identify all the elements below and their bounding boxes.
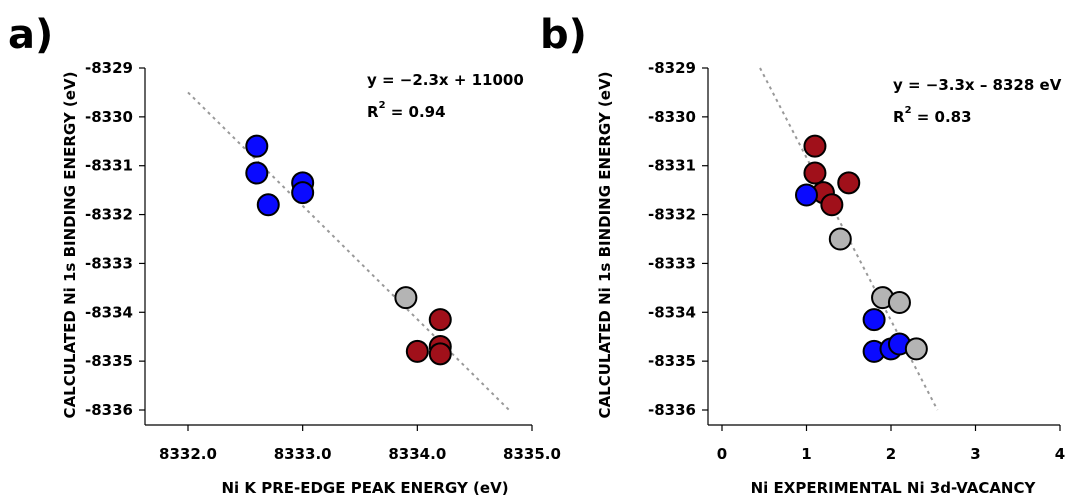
x-tick-label: 8334.0: [388, 445, 446, 463]
data-point-blue: [245, 134, 269, 158]
data-point-red: [428, 342, 452, 366]
fit-equation: y = −2.3x + 11000: [367, 71, 524, 89]
data-point-red: [837, 171, 861, 195]
y-tick-label: -8331: [648, 157, 696, 175]
data-point-blue: [795, 183, 818, 207]
x-tick-label: 8333.0: [274, 445, 332, 463]
chart-panel-b: b) -8329 -8330 -8331 -8332 -8333 -8334 -8335 -83…: [540, 12, 1065, 497]
data-point-gray: [394, 286, 418, 310]
r-squared-value: = 0.94: [386, 103, 446, 121]
y-tick-label: -8335: [648, 352, 696, 370]
data-point-red: [428, 308, 452, 332]
y-tick-label: -8332: [85, 206, 133, 224]
r-squared-symbol: R: [367, 103, 379, 121]
data-point-red: [820, 193, 844, 217]
x-tick-label: 4: [1055, 445, 1065, 463]
y-tick-label: -8329: [648, 59, 696, 77]
y-tick-label: -8329: [85, 59, 133, 77]
x-tick-label: 2: [886, 445, 896, 463]
y-tick-label: -8335: [85, 352, 133, 370]
r-squared-symbol: R: [893, 108, 905, 126]
x-tick-label: 3: [970, 445, 980, 463]
y-tick-label: -8330: [648, 108, 696, 126]
x-axis-title: Ni EXPERIMENTAL Ni 3d-VACANCY: [751, 479, 1037, 497]
chart-panel-a: a) -8329 -8330 -8331 -8332 -8333 -8334 -8335 -83…: [8, 12, 561, 497]
x-tick-label: 8332.0: [159, 445, 217, 463]
fit-line: [759, 67, 939, 411]
r-squared: R2 = 0.83: [893, 105, 972, 126]
panel-label: b): [540, 12, 587, 58]
y-axis-title: CALCULATED Ni 1s BINDING ENERGY (eV): [596, 72, 614, 419]
data-point-red: [803, 134, 827, 158]
r-squared: R2 = 0.94: [367, 100, 446, 121]
data-point-gray: [828, 227, 852, 251]
r-squared-exponent: 2: [905, 105, 912, 116]
r-squared-value: = 0.83: [912, 108, 972, 126]
data-point-blue: [245, 161, 269, 185]
y-tick-label: -8330: [85, 108, 133, 126]
y-tick-label: -8334: [648, 303, 696, 321]
data-point-blue: [862, 308, 886, 332]
y-tick-label: -8333: [648, 254, 696, 272]
fit-line: [187, 91, 510, 411]
x-tick-label: 8335.0: [503, 445, 561, 463]
x-tick-label: 1: [801, 445, 811, 463]
y-tick-label: -8336: [85, 401, 133, 419]
x-tick-label: 0: [717, 445, 727, 463]
data-point-blue: [256, 193, 280, 217]
y-tick-label: -8332: [648, 206, 696, 224]
data-point-gray: [904, 337, 928, 361]
data-point-red: [803, 161, 827, 185]
x-axis-title: Ni K PRE-EDGE PEAK ENERGY (eV): [221, 479, 508, 497]
y-tick-label: -8334: [85, 303, 133, 321]
y-tick-label: -8333: [85, 254, 133, 272]
data-point-red: [405, 339, 429, 363]
r-squared-exponent: 2: [379, 100, 386, 111]
panel-label: a): [8, 12, 53, 58]
y-axis-title: CALCULATED Ni 1s BINDING ENERGY (eV): [61, 72, 79, 419]
fit-equation: y = −3.3x – 8328 eV: [893, 76, 1062, 94]
y-tick-label: -8336: [648, 401, 696, 419]
y-tick-label: -8331: [85, 157, 133, 175]
data-point-gray: [887, 291, 911, 315]
data-point-blue: [291, 181, 315, 205]
